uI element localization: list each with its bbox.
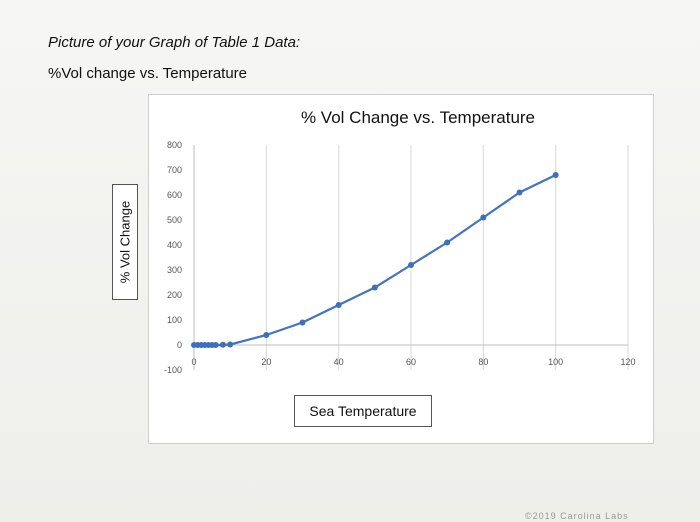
data-point (219, 341, 226, 348)
y-tick-label: -100 (164, 365, 182, 375)
data-point (227, 341, 234, 348)
y-tick-label: 600 (167, 190, 182, 200)
y-tick-label: 500 (167, 215, 182, 225)
y-tick-label: 800 (167, 140, 182, 150)
chart-title: % Vol Change vs. Temperature (300, 108, 536, 127)
y-tick-label: 700 (167, 165, 182, 175)
x-tick-label: 120 (620, 357, 635, 367)
x-tick-label: 100 (548, 357, 563, 367)
data-point (212, 342, 219, 348)
x-tick-label: 0 (191, 357, 196, 367)
data-point (408, 262, 414, 268)
data-point (299, 319, 306, 326)
series-line (194, 174, 557, 347)
y-axis-label-box: % Vol Change (112, 184, 138, 300)
y-tick-label: 400 (167, 240, 182, 250)
x-axis-label: Sea Temperature (294, 395, 432, 427)
y-tick-label: 300 (167, 265, 182, 275)
chart-frame (148, 94, 654, 444)
x-tick-label: 20 (261, 357, 271, 367)
data-point (371, 284, 378, 291)
footer-watermark: ©2019 Carolina Labs (525, 511, 629, 521)
data-point (552, 172, 559, 178)
x-tick-label: 40 (334, 357, 344, 367)
y-tick-label: 200 (167, 290, 182, 300)
data-point (335, 302, 342, 308)
data-point (480, 214, 487, 221)
x-tick-label: 80 (478, 357, 488, 367)
data-point (516, 189, 523, 196)
x-tick-label: 60 (406, 357, 416, 367)
y-tick-label: 100 (167, 315, 182, 325)
document-heading: Picture of your Graph of Table 1 Data: (48, 34, 301, 51)
document-subheading: %Vol change vs. Temperature (48, 65, 248, 82)
y-axis-label: % Vol Change (117, 200, 133, 284)
y-tick-label: 0 (177, 340, 182, 350)
data-point (444, 239, 451, 246)
data-point (263, 332, 270, 338)
